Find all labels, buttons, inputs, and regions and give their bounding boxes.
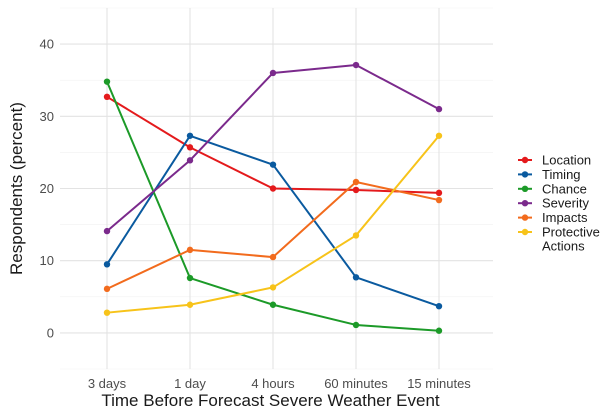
legend-label: Location: [542, 153, 591, 168]
data-point-chance: [186, 274, 194, 282]
y-tick-label: 30: [40, 109, 54, 124]
data-point-chance: [103, 78, 111, 85]
legend-item-location: Location: [518, 153, 591, 168]
y-tick-label: 10: [40, 253, 54, 268]
data-point-impacts: [103, 285, 111, 293]
y-tick-label: 0: [47, 325, 54, 340]
y-tick-label: 20: [40, 181, 54, 196]
x-tick-label: 15 minutes: [407, 376, 471, 391]
data-point-severity: [435, 105, 443, 113]
y-axis-title: Respondents (percent): [7, 102, 26, 275]
legend: LocationTimingChanceSeverityImpactsProte…: [518, 153, 600, 254]
y-axis-tick-labels: 0 10 20 30 40: [40, 37, 54, 341]
data-point-chance: [269, 301, 277, 308]
data-point-protective-actions: [103, 309, 111, 316]
legend-key-point: [521, 228, 529, 236]
data-point-chance: [352, 321, 360, 329]
x-tick-label: 4 hours: [251, 376, 295, 391]
data-point-location: [352, 186, 360, 194]
data-point-impacts: [435, 196, 443, 204]
data-point-impacts: [186, 246, 194, 254]
data-point-timing: [352, 274, 360, 281]
y-tick-label: 40: [40, 37, 54, 52]
x-tick-label: 60 minutes: [324, 376, 388, 391]
data-point-impacts: [352, 178, 360, 186]
x-axis-title: Time Before Forecast Severe Weather Even…: [101, 391, 440, 410]
legend-key-point: [521, 185, 529, 192]
legend-item-chance: Chance: [518, 181, 587, 196]
legend-item-impacts: Impacts: [518, 210, 588, 225]
legend-item-timing: Timing: [518, 167, 581, 182]
data-point-location: [103, 93, 111, 101]
data-point-impacts: [269, 253, 277, 261]
legend-key-point: [521, 171, 529, 178]
data-point-location: [269, 185, 277, 192]
x-axis-tick-labels: 3 days 1 day 4 hours 60 minutes 15 minutes: [88, 376, 471, 391]
series-points: [103, 61, 443, 334]
legend-item-severity: Severity: [518, 196, 589, 211]
data-point-severity: [186, 157, 194, 164]
data-point-timing: [103, 261, 111, 268]
data-point-chance: [435, 327, 443, 334]
data-point-severity: [269, 69, 277, 77]
legend-key-point: [521, 214, 529, 221]
legend-label: Chance: [542, 181, 587, 196]
legend-label: Severity: [542, 196, 589, 211]
x-tick-label: 3 days: [88, 376, 127, 391]
data-point-protective-actions: [352, 232, 360, 239]
legend-item-protective-actions: Protective Actions: [518, 225, 600, 254]
x-tick-label: 1 day: [174, 376, 206, 391]
legend-label: Impacts: [542, 210, 588, 225]
data-point-timing: [186, 132, 194, 139]
legend-key-point: [521, 156, 529, 164]
data-point-timing: [435, 302, 443, 310]
data-point-protective-actions: [435, 132, 443, 139]
legend-label: Timing: [542, 167, 581, 182]
legend-key-point: [521, 200, 529, 207]
legend-label: Protective Actions: [542, 225, 600, 254]
data-point-severity: [103, 227, 111, 235]
data-point-severity: [352, 61, 360, 69]
data-point-location: [435, 189, 443, 197]
data-point-protective-actions: [269, 284, 277, 291]
data-point-location: [186, 144, 194, 151]
data-point-protective-actions: [186, 301, 194, 308]
data-point-timing: [269, 161, 277, 168]
